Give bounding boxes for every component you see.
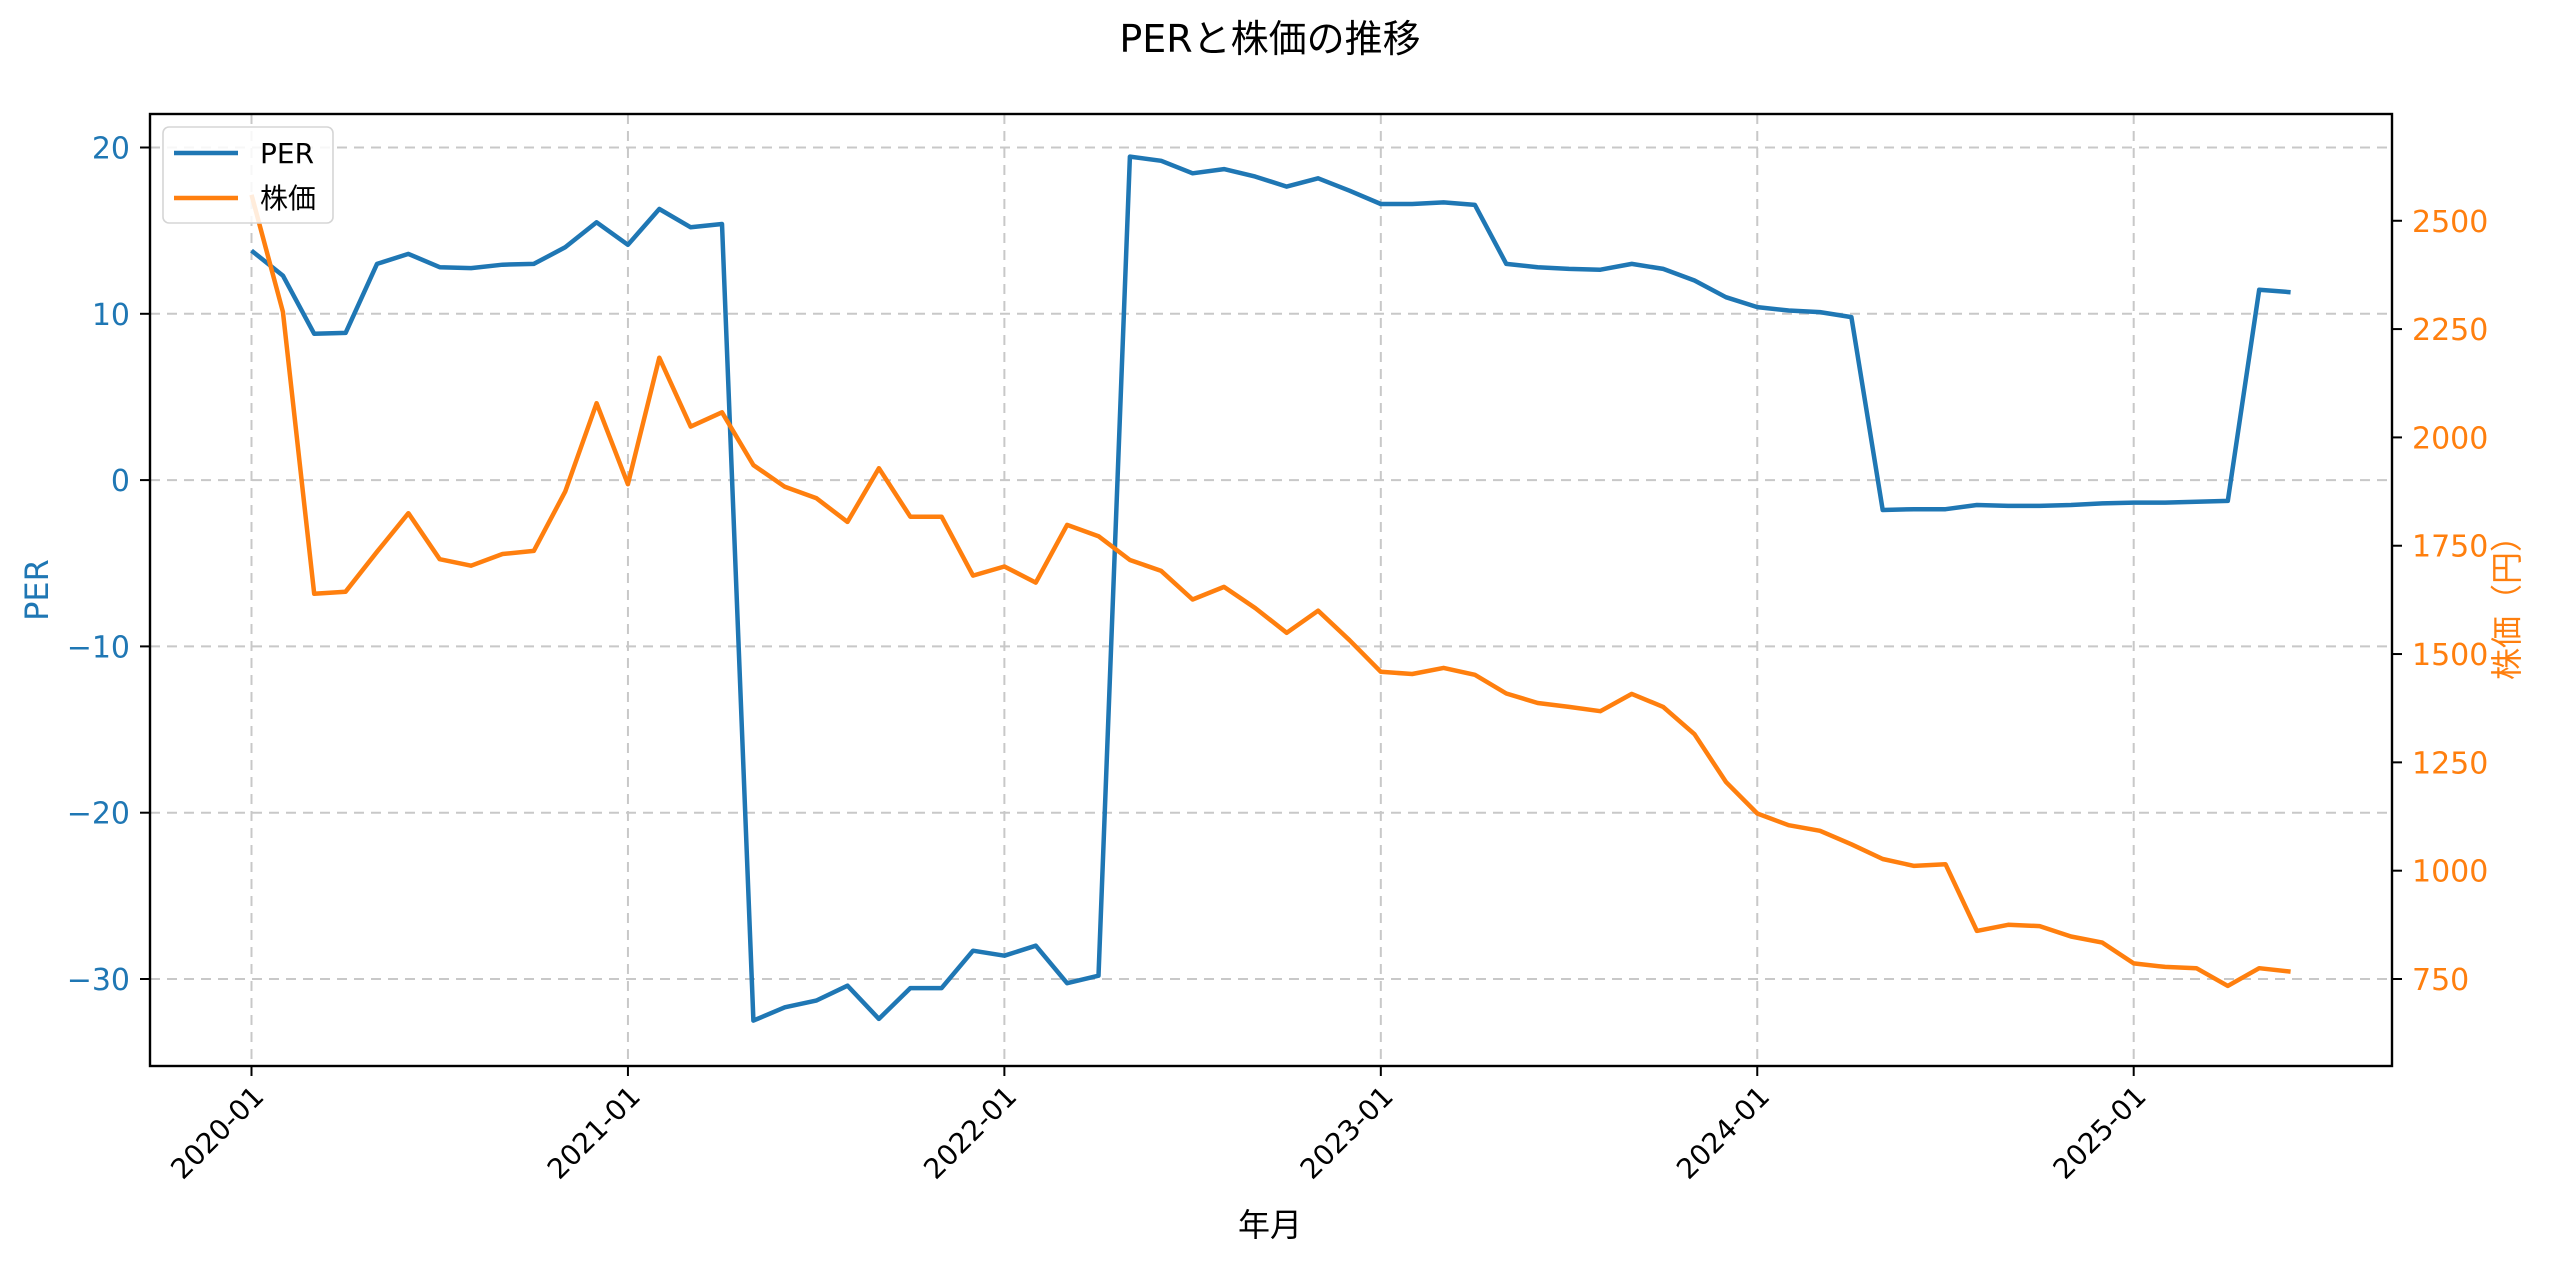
right-tick-label: 750 <box>2412 963 2469 998</box>
right-tick-label: 2000 <box>2412 421 2488 456</box>
right-tick-label: 2250 <box>2412 313 2488 348</box>
legend-price-label: 株価 <box>260 182 316 215</box>
x-tick-label: 2022-01 <box>917 1080 1023 1186</box>
x-tick-label: 2023-01 <box>1294 1080 1400 1186</box>
right-axis-ticks: 2500 2250 2000 1750 1500 1250 1000 750 <box>2392 205 2488 998</box>
left-tick-label: −30 <box>67 963 130 998</box>
right-tick-label: 1000 <box>2412 855 2488 890</box>
left-tick-label: 20 <box>92 132 130 167</box>
right-tick-label: 1750 <box>2412 530 2488 565</box>
legend: PER 株価 <box>162 126 334 224</box>
plot-frame <box>148 112 2394 1068</box>
x-tick-label: 2020-01 <box>164 1080 270 1186</box>
price-line <box>249 194 2291 989</box>
x-tick-label: 2025-01 <box>2047 1080 2153 1186</box>
left-axis-label: PER <box>18 559 56 621</box>
right-tick-label: 1250 <box>2412 746 2488 781</box>
x-tick-label: 2024-01 <box>1670 1080 1776 1186</box>
right-tick-label: 2500 <box>2412 205 2488 240</box>
left-axis-ticks: 20 10 0 −10 −20 −30 <box>67 132 150 998</box>
x-axis-ticks: 2020-01 2021-01 2022-01 2023-01 2024-01 2025-… <box>164 1066 2153 1186</box>
x-axis-label: 年月 <box>1238 1206 1302 1244</box>
grid-lines <box>150 114 2392 1066</box>
x-tick-label: 2021-01 <box>541 1080 647 1186</box>
left-tick-label: 10 <box>92 298 130 333</box>
legend-per-label: PER <box>260 137 314 170</box>
right-axis-label: 株価（円） <box>2488 520 2526 680</box>
left-tick-label: −10 <box>67 630 130 665</box>
right-tick-label: 1500 <box>2412 638 2488 673</box>
chart-title: PERと株価の推移 <box>1119 17 1420 61</box>
left-tick-label: 0 <box>111 464 130 499</box>
plot-series <box>249 154 2291 1023</box>
per-line <box>250 154 2291 1023</box>
left-tick-label: −20 <box>67 797 130 832</box>
